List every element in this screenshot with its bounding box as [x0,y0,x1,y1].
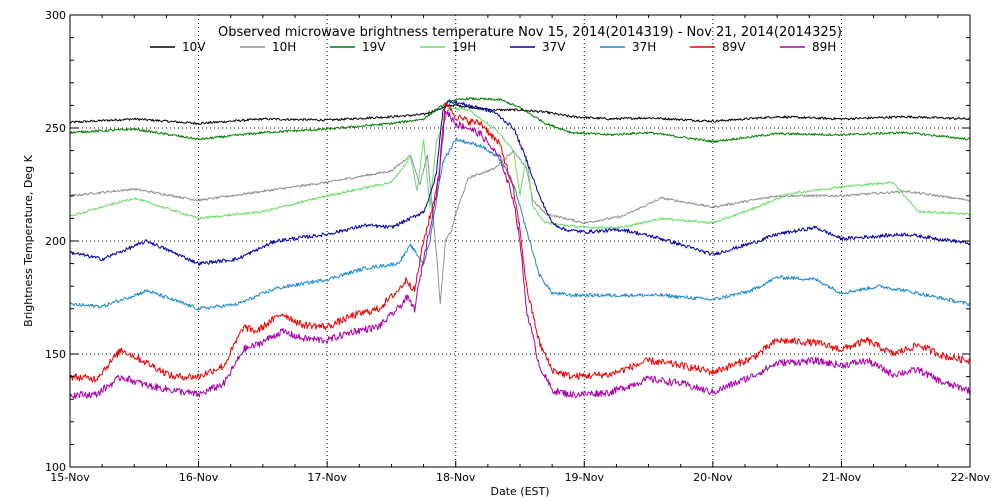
legend-label-37H: 37H [632,40,656,54]
x-tick-label: 20-Nov [693,471,733,484]
legend-label-89H: 89H [812,40,836,54]
series-line-37H [69,137,971,311]
x-tick-label: 17-Nov [307,471,347,484]
x-tick-label: 15-Nov [50,471,90,484]
x-axis-label: Date (EST) [490,485,549,498]
legend-label-89V: 89V [722,40,746,54]
x-tick-label: 19-Nov [565,471,605,484]
x-tick-label: 21-Nov [822,471,862,484]
series-line-10H [69,150,971,305]
y-tick-label: 250 [45,122,66,135]
legend-label-37V: 37V [542,40,566,54]
tick-layer: 15-Nov 16-Nov 17-Nov 18-Nov 19-Nov 20-Nov 21-N… [45,9,990,484]
y-axis-label: Brightness Temperature, Deg K [22,154,35,326]
series-line-37V [69,99,971,266]
y-tick-label: 300 [45,9,66,22]
y-tick-label: 200 [45,235,66,248]
legend-label-19H: 19H [452,40,476,54]
y-tick-label: 100 [45,461,66,474]
y-tick-label: 150 [45,348,66,361]
series-layer [69,97,971,399]
series-line-19H [69,106,971,230]
legend-label-10V: 10V [182,40,206,54]
legend-label-19V: 19V [362,40,386,54]
series-line-89H [69,110,971,399]
x-tick-label: 22-Nov [951,471,991,484]
series-line-19V [69,97,971,143]
x-tick-label: 18-Nov [436,471,476,484]
series-line-10V [69,103,971,125]
series-line-89V [69,102,971,383]
x-tick-label: 16-Nov [179,471,219,484]
legend: 10V 10H 19V 19H 37V 37H 89V 89H [150,40,836,54]
legend-label-10H: 10H [272,40,296,54]
chart-title: Observed microwave brightness temperatur… [218,25,842,40]
